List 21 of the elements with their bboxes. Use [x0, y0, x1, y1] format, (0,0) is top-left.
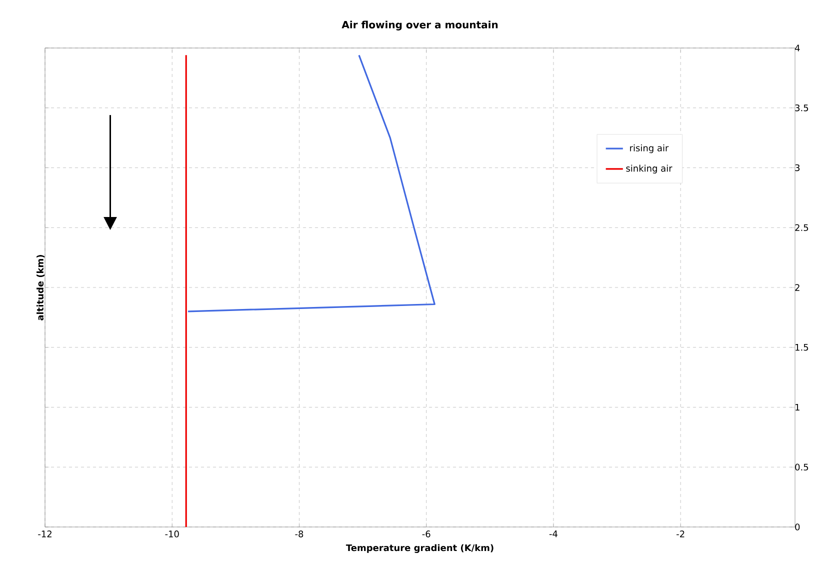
x-tick-label: -10 [165, 530, 179, 538]
y-tick-label: 1.5 [796, 344, 808, 351]
x-axis-title: Temperature gradient (K/km) [346, 544, 494, 553]
y-tick-label: 0 [795, 524, 800, 530]
y-tick-label: 2 [795, 284, 800, 291]
legend-label: rising air [630, 144, 669, 154]
x-tick-label: -8 [295, 530, 304, 538]
line-series [187, 54, 436, 312]
x-tick-label: -6 [422, 530, 430, 538]
y-tick-label: 1 [796, 404, 800, 411]
x-tick-label: -12 [38, 530, 52, 538]
y-tick-label: 0.5 [795, 464, 808, 471]
y-tick-label: 2.5 [795, 224, 808, 232]
y-tick-label: 3 [795, 164, 800, 172]
y-tick-label: 4 [794, 44, 800, 52]
chart-title: Air flowing over a mountain [342, 20, 498, 30]
legend-label: sinking air [626, 164, 672, 174]
y-axis-title: altitude (km) [36, 254, 45, 320]
x-tick-label: -4 [549, 530, 558, 538]
x-tick-label: -2 [676, 530, 684, 538]
y-tick-label: 3.5 [795, 104, 808, 112]
